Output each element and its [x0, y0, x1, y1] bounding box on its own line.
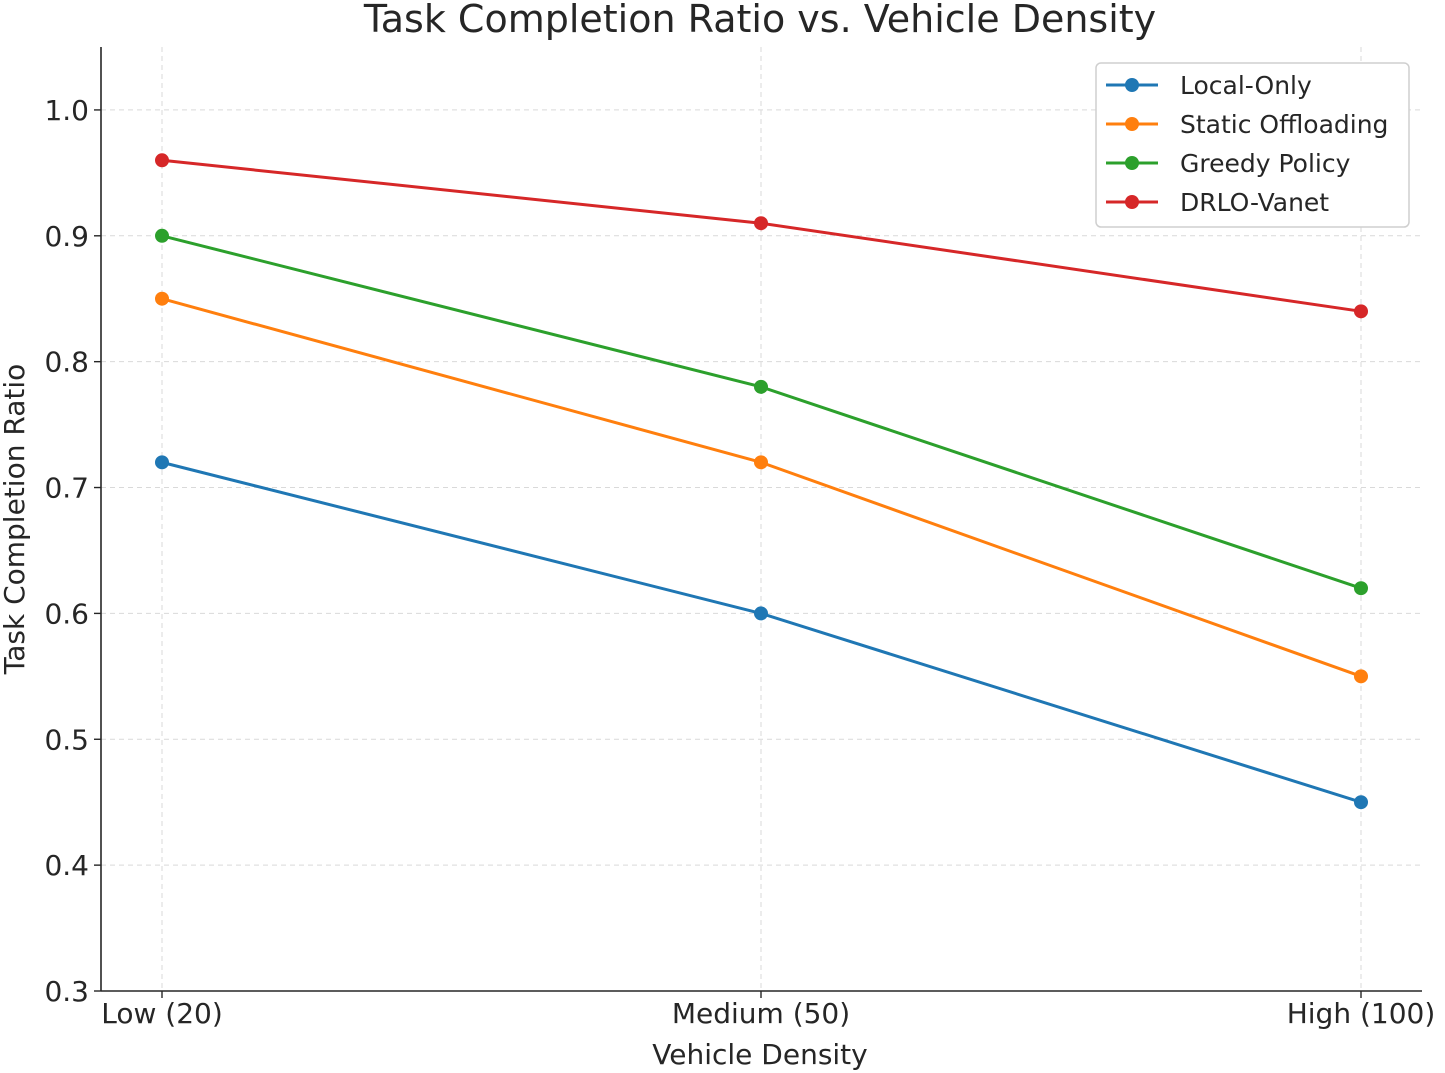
data-point-drlo-vanet: [155, 153, 169, 168]
data-point-greedy-policy: [754, 379, 768, 394]
grid: [101, 47, 1422, 991]
data-point-greedy-policy: [155, 228, 169, 243]
legend-label-greedy-policy: Greedy Policy: [1180, 149, 1351, 178]
y-tick-label: 0.9: [44, 220, 89, 253]
data-point-local-only: [155, 455, 169, 470]
legend-label-local-only: Local-Only: [1180, 71, 1312, 100]
data-point-static-offloading: [754, 455, 768, 470]
legend-marker-drlo-vanet: [1125, 195, 1139, 209]
x-axis-label: Vehicle Density: [652, 1038, 867, 1071]
legend-label-static-offloading: Static Offloading: [1180, 110, 1388, 139]
chart-title: Task Completion Ratio vs. Vehicle Densit…: [363, 0, 1156, 41]
x-tick-label: Low (20): [101, 997, 223, 1030]
legend: Local-Only Static Offloading Greedy Policy…: [1095, 62, 1410, 228]
data-point-static-offloading: [1354, 669, 1368, 684]
data-point-local-only: [754, 606, 768, 621]
y-tick-label: 0.6: [44, 597, 89, 630]
x-tick-label: High (100): [1287, 997, 1436, 1030]
data-point-drlo-vanet: [754, 216, 768, 231]
ticks: 0.3 0.4 0.5 0.6 0.7 0.8 0.9 1.0 Low (20) Medium (…: [44, 94, 1435, 1030]
y-tick-label: 0.8: [44, 346, 89, 379]
series: [155, 153, 1368, 810]
legend-marker-local-only: [1125, 78, 1139, 92]
x-tick-label: Medium (50): [672, 997, 850, 1030]
y-tick-label: 0.5: [44, 723, 89, 756]
y-tick-label: 0.7: [44, 472, 89, 505]
y-axis-label: Task Completion Ratio: [0, 364, 31, 676]
data-point-greedy-policy: [1354, 581, 1368, 596]
legend-marker-greedy-policy: [1125, 156, 1139, 170]
legend-marker-static-offloading: [1125, 117, 1139, 131]
legend-label-drlo-vanet: DRLO-Vanet: [1180, 188, 1329, 217]
data-point-static-offloading: [155, 291, 169, 306]
data-point-local-only: [1354, 795, 1368, 810]
y-tick-label: 1.0: [44, 94, 89, 127]
legend-box: [1095, 62, 1410, 228]
y-tick-label: 0.4: [44, 849, 89, 882]
data-point-drlo-vanet: [1354, 304, 1368, 319]
y-tick-label: 0.3: [44, 975, 89, 1008]
